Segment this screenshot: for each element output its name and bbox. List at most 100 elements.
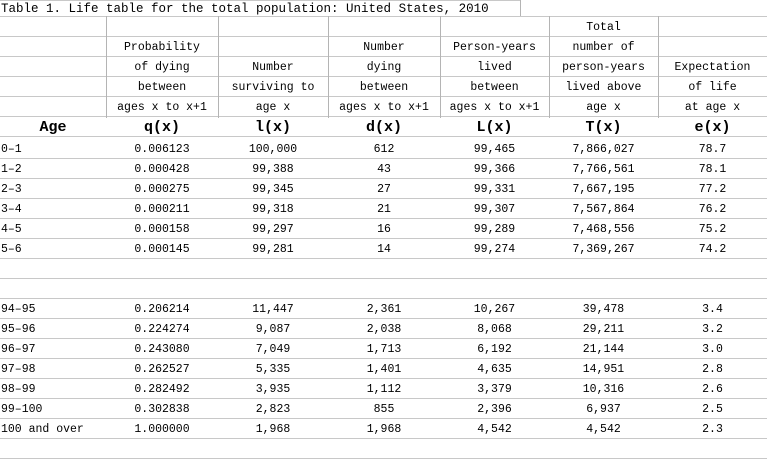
grid-line [0,178,767,179]
table-cell: 11,447 [252,303,294,316]
grid-line [0,278,767,279]
column-symbol: e(x) [694,119,731,136]
table-cell: 99,388 [252,163,294,176]
column-header-line: ages x to x+1 [117,101,207,114]
age-cell: 95–96 [1,323,36,336]
table-cell: 7,369,267 [572,243,635,256]
table-cell: 7,049 [255,343,291,356]
table-cell: 9,087 [255,323,291,336]
table-cell: 29,211 [582,323,625,336]
table-cell: 3.0 [702,343,723,356]
grid-line [0,338,767,339]
table-cell: 0.282492 [134,383,190,396]
column-header-line: ages x to x+1 [339,101,429,114]
table-cell: 0.000211 [134,203,190,216]
table-cell: 0.302838 [134,403,190,416]
table-cell: 0.000158 [134,223,190,236]
age-cell: 1–2 [1,163,22,176]
table-cell: 99,366 [473,163,516,176]
age-cell: 5–6 [1,243,22,256]
age-cell: 94–95 [1,303,36,316]
age-cell: 4–5 [1,223,22,236]
column-header-line: Total [586,21,621,34]
column-header-line: Person-years [453,41,536,54]
column-divider [328,16,329,118]
grid-line [0,218,767,219]
table-cell: 3.2 [702,323,723,336]
table-cell: 2,361 [366,303,402,316]
column-divider [549,16,550,118]
table-cell: 74.2 [698,243,727,256]
column-divider [440,16,441,118]
column-symbol: T(x) [585,119,622,136]
grid-line [0,136,767,137]
column-symbol: d(x) [365,119,402,136]
column-header-line: number of [572,41,635,54]
age-cell: 99–100 [1,403,43,416]
column-symbol: l(x) [254,119,291,136]
column-divider [106,16,107,118]
table-cell: 2,038 [366,323,402,336]
column-header-line: surviving to [231,81,315,94]
table-cell: 1,401 [366,363,402,376]
table-cell: 100,000 [248,143,298,156]
grid-line [0,378,767,379]
table-cell: 1,968 [255,423,291,436]
table-cell: 0.000275 [134,183,190,196]
column-symbol: q(x) [143,119,180,136]
column-header-line: Number [252,61,294,74]
table-cell: 4,635 [477,363,512,376]
column-symbol: Age [39,119,67,136]
grid-line [0,318,767,319]
table-cell: 2.5 [702,403,723,416]
column-divider [658,16,659,118]
table-cell: 0.000145 [134,243,190,256]
table-cell: 0.206214 [134,303,190,316]
table-cell: 2.6 [702,383,723,396]
column-header-line: between [470,81,519,94]
column-header-line: Probability [124,41,200,54]
table-cell: 21,144 [582,343,625,356]
table-cell: 7,866,027 [572,143,635,156]
title-rule-bottom [0,16,767,17]
table-cell: 1,713 [366,343,402,356]
grid-line [0,76,767,77]
table-cell: 8,068 [477,323,512,336]
table-cell: 2,823 [255,403,291,416]
column-header-line: lived above [565,81,642,94]
column-symbol: L(x) [476,119,513,136]
table-cell: 2,396 [477,403,512,416]
column-header-line: ages x to x+1 [449,101,540,114]
table-cell: 99,274 [473,243,516,256]
table-cell: 6,192 [477,343,512,356]
column-divider [218,16,219,118]
column-header-line: Number [363,41,405,54]
table-cell: 10,316 [582,383,625,396]
table-cell: 99,331 [473,183,516,196]
column-header-line: between [359,81,409,94]
table-cell: 1,112 [366,383,402,396]
grid-line [0,36,767,37]
grid-line [0,258,767,259]
table-cell: 5,335 [255,363,291,376]
table-cell: 21 [377,203,391,216]
table-cell: 4,542 [586,423,621,436]
table-cell: 16 [377,223,391,236]
column-divider [520,0,521,16]
table-cell: 2.3 [702,423,723,436]
table-cell: 99,465 [473,143,516,156]
table-cell: 78.1 [698,163,727,176]
title-rule-top [0,0,520,1]
grid-line [0,238,767,239]
grid-line [0,158,767,159]
age-cell: 98–99 [1,383,36,396]
age-cell: 97–98 [1,363,36,376]
table-cell: 99,289 [473,223,516,236]
grid-line [0,358,767,359]
column-header-line: age x [586,101,621,114]
age-cell: 0–1 [1,143,22,156]
age-cell: 96–97 [1,343,36,356]
table-cell: 99,297 [252,223,294,236]
table-cell: 7,468,556 [572,223,635,236]
